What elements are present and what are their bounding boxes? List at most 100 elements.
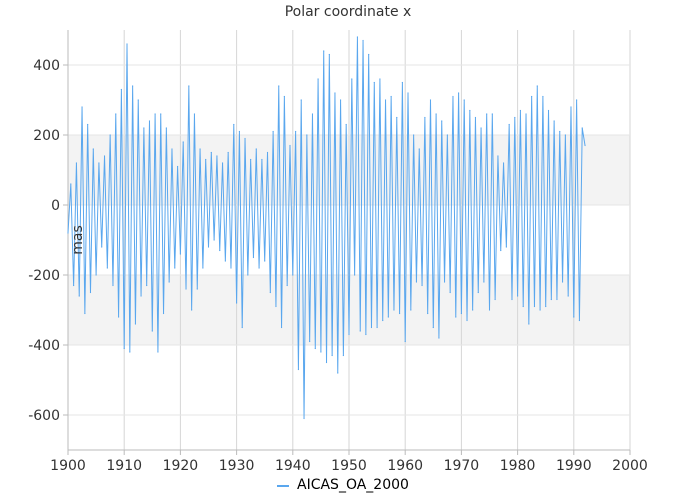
data-point: [109, 134, 111, 136]
data-point: [460, 312, 462, 315]
data-point: [413, 134, 415, 136]
data-point: [306, 134, 308, 136]
data-point: [533, 305, 536, 308]
data-point: [463, 99, 465, 101]
data-point: [522, 305, 524, 308]
axes: [63, 30, 631, 455]
data-point: [244, 137, 246, 140]
data-point: [230, 267, 232, 269]
y-tick-label-400: 400: [33, 58, 60, 74]
data-point: [210, 151, 212, 154]
data-point: [174, 267, 176, 269]
data-point: [384, 99, 387, 101]
data-point: [443, 281, 446, 283]
data-point: [418, 148, 420, 150]
data-point: [474, 116, 477, 119]
data-point: [424, 116, 426, 119]
data-point: [365, 333, 367, 336]
data-point: [117, 316, 120, 318]
data-point: [491, 113, 493, 115]
data-point: [278, 85, 280, 87]
data-point: [410, 309, 412, 311]
data-point: [205, 158, 207, 161]
data-point: [137, 99, 139, 101]
data-point: [480, 127, 482, 129]
data-point: [146, 284, 148, 287]
y-tick-label-200: 200: [33, 128, 60, 144]
data-point: [390, 95, 392, 98]
data-point: [283, 95, 285, 98]
data-point: [98, 162, 100, 164]
data-point: [224, 260, 226, 262]
data-point: [207, 246, 210, 248]
data-point: [202, 267, 204, 269]
data-point: [261, 158, 263, 161]
tick-labels: 1900 1910 1920 1930 1940 1950 1960 1970 1980 1990…: [28, 58, 648, 474]
data-point: [236, 302, 238, 304]
data-point: [415, 281, 418, 283]
data-point: [556, 298, 558, 301]
data-point: [432, 326, 434, 329]
data-point: [295, 130, 297, 133]
data-point: [247, 274, 249, 276]
data-point: [317, 78, 319, 80]
data-point: [221, 162, 224, 164]
data-point: [266, 151, 269, 154]
data-point: [309, 340, 311, 343]
data-point: [148, 120, 151, 122]
data-point: [401, 81, 403, 84]
data-point: [179, 253, 181, 255]
data-point: [561, 281, 564, 283]
x-tick-label-1970: 1970: [444, 458, 480, 474]
data-point: [517, 295, 519, 297]
data-point: [185, 288, 187, 290]
data-point: [289, 144, 291, 147]
data-point: [427, 312, 429, 315]
data-point: [373, 81, 375, 84]
data-point: [553, 120, 555, 122]
data-point: [356, 36, 359, 38]
data-point: [359, 330, 361, 332]
data-point: [573, 316, 575, 318]
data-point: [354, 274, 356, 276]
data-point: [70, 183, 72, 185]
data-point: [455, 316, 457, 318]
data-point: [421, 284, 423, 287]
data-point: [486, 113, 488, 115]
data-point: [567, 295, 569, 297]
x-tick-label-1990: 1990: [556, 458, 592, 474]
x-tick-label-1930: 1930: [219, 458, 255, 474]
data-point: [123, 347, 125, 350]
data-point: [542, 95, 544, 98]
data-point: [67, 232, 69, 234]
data-point: [213, 239, 215, 241]
data-point: [132, 85, 134, 87]
legend[interactable]: AICAS_OA_2000: [277, 477, 409, 493]
data-point: [351, 78, 353, 80]
data-point: [92, 148, 94, 150]
data-point: [483, 281, 485, 283]
legend-label: AICAS_OA_2000: [297, 477, 409, 493]
y-tick-label--400: -400: [28, 338, 60, 354]
data-point: [78, 295, 80, 297]
data-point: [502, 162, 505, 164]
data-point: [342, 354, 344, 357]
data-point: [193, 113, 196, 115]
data-point: [396, 116, 398, 119]
data-point: [328, 53, 330, 56]
data-point: [564, 134, 566, 136]
data-point: [472, 309, 474, 311]
data-point: [162, 312, 165, 315]
data-point: [233, 123, 235, 126]
data-point: [154, 113, 156, 115]
data-point: [157, 351, 159, 353]
data-point: [112, 284, 114, 287]
series-line-0: [67, 36, 586, 419]
y-tick-label--600: -600: [28, 408, 60, 424]
data-point: [570, 106, 572, 108]
data-point: [269, 291, 271, 294]
x-tick-label-1920: 1920: [163, 458, 199, 474]
data-point: [227, 151, 229, 154]
y-tick-label-0: 0: [51, 198, 60, 214]
